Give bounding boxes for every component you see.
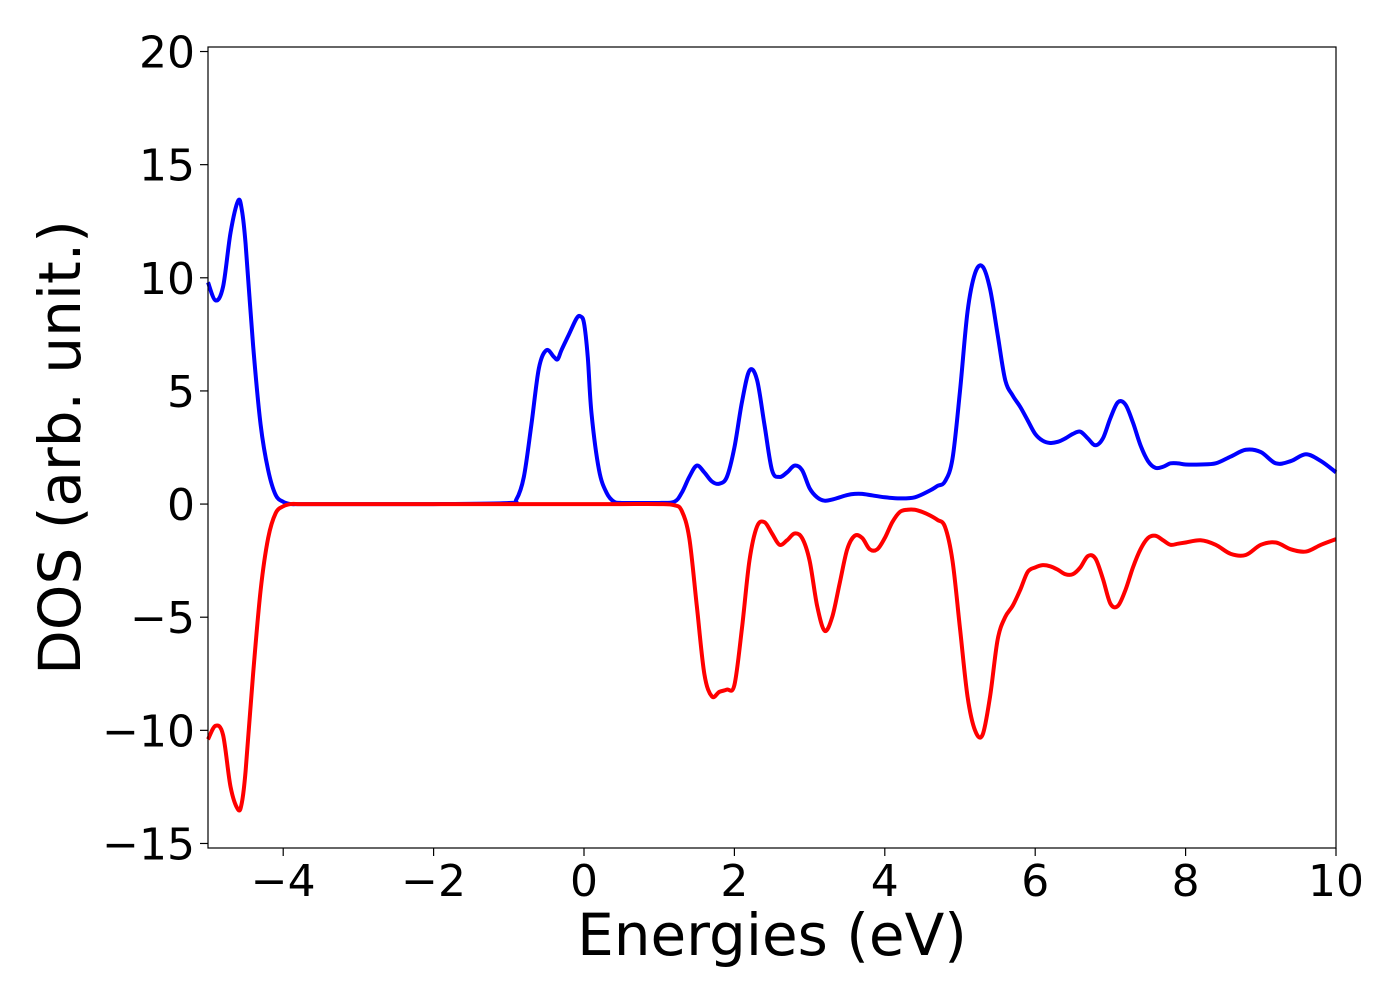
x-axis: −4 −2 0 2 4 6 8 10 — [251, 848, 1364, 907]
y-tick-label: 0 — [167, 480, 195, 531]
x-tick-label: 8 — [1172, 856, 1200, 907]
y-axis: −15 −10 −5 0 5 10 15 20 — [102, 28, 208, 870]
series-layer — [206, 197, 1338, 813]
x-tick-label: 6 — [1021, 856, 1049, 907]
y-tick-label: 5 — [167, 367, 195, 418]
y-tick-label: 10 — [139, 254, 195, 305]
y-tick-label: −10 — [102, 706, 195, 757]
x-tick-label: 4 — [871, 856, 899, 907]
dos-series-red — [206, 501, 1337, 813]
y-tick-label: −15 — [102, 819, 195, 870]
x-tick-label: −4 — [251, 856, 316, 907]
plot-frame — [207, 46, 1337, 849]
dos-series-blue — [206, 197, 1338, 507]
y-tick-label: 20 — [139, 28, 195, 79]
y-tick-label: 15 — [139, 141, 195, 192]
y-axis-title: DOS (arb. unit.) — [26, 220, 94, 675]
x-tick-label: 2 — [720, 856, 748, 907]
x-tick-label: 10 — [1308, 856, 1364, 907]
x-axis-title: Energies (eV) — [577, 901, 967, 969]
x-tick-label: −2 — [401, 856, 466, 907]
x-tick-label: 0 — [570, 856, 598, 907]
y-tick-label: −5 — [130, 593, 195, 644]
